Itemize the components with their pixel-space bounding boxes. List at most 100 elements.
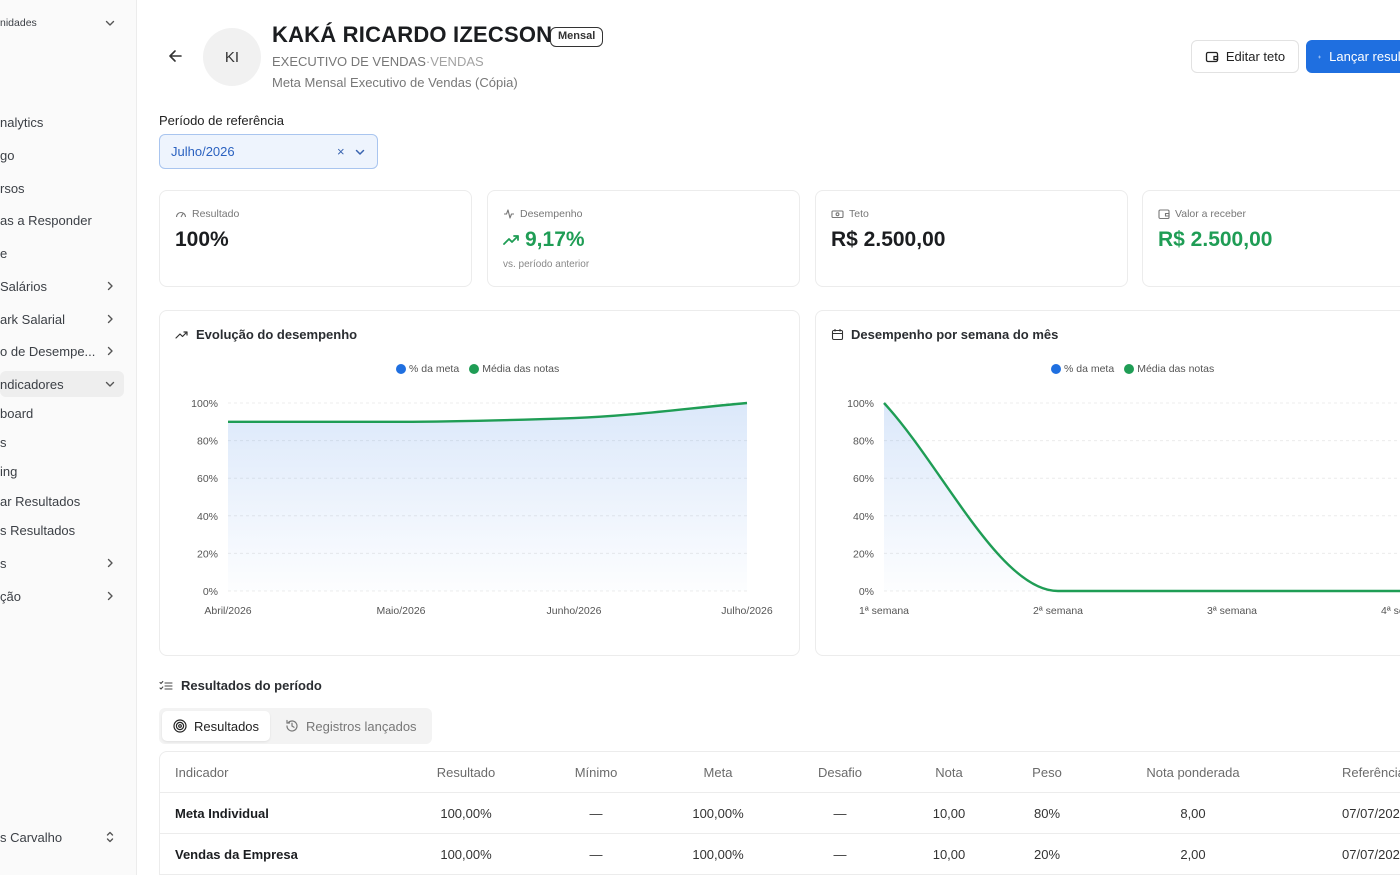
sidebar-item[interactable]: s bbox=[0, 429, 124, 455]
evolution-legend: % da meta Média das notas bbox=[396, 363, 559, 375]
sidebar-item[interactable]: ing bbox=[0, 458, 124, 484]
sidebar-item[interactable]: go bbox=[0, 142, 124, 168]
wallet-icon bbox=[1205, 51, 1219, 62]
table-cell: 80% bbox=[1033, 806, 1061, 821]
banknote-icon bbox=[831, 210, 844, 219]
avatar: KI bbox=[203, 28, 261, 86]
column-header: Resultado bbox=[436, 765, 496, 780]
sidebar-item[interactable] bbox=[0, 45, 124, 71]
chevron-down-icon bbox=[103, 377, 117, 391]
column-header: Indicador bbox=[175, 765, 229, 780]
history-icon bbox=[286, 719, 298, 732]
x-tick-label: 1ª semana bbox=[859, 605, 909, 617]
sidebar: nidades nalytics go rsos as a Responder e Sal… bbox=[0, 0, 137, 875]
chevron-right-icon bbox=[103, 312, 117, 326]
table-cell: 07/07/2026 bbox=[1342, 847, 1400, 862]
performance-value: 9,17% bbox=[503, 228, 585, 252]
legend-label-meta: % da meta bbox=[409, 363, 460, 375]
sidebar-item[interactable]: Salários bbox=[0, 273, 124, 299]
sidebar-item[interactable]: s Resultados bbox=[0, 517, 124, 543]
table-cell: 100,00% bbox=[692, 806, 744, 821]
column-header: Mínimo bbox=[574, 765, 618, 780]
sidebar-item[interactable]: s bbox=[0, 550, 124, 576]
table-cell: 10,00 bbox=[932, 847, 966, 862]
receivable-card-label: Valor a receber bbox=[1158, 208, 1246, 220]
table-cell: 07/07/2026 bbox=[1342, 806, 1400, 821]
sidebar-item[interactable]: ar Resultados bbox=[0, 488, 124, 514]
y-tick-label: 80% bbox=[197, 436, 218, 448]
result-card-label: Resultado bbox=[175, 208, 239, 220]
column-header: Nota bbox=[935, 765, 963, 780]
table-cell: Meta Individual bbox=[175, 806, 269, 821]
sidebar-item[interactable]: ndicadores bbox=[0, 371, 124, 397]
sidebar-item-label: s Resultados bbox=[0, 522, 76, 538]
sidebar-item-label: ndicadores bbox=[0, 376, 64, 392]
legend-label-notas: Média das notas bbox=[482, 363, 560, 375]
sidebar-item[interactable]: o de Desempe... bbox=[0, 338, 124, 364]
sidebar-item[interactable]: rsos bbox=[0, 175, 124, 201]
role-label: EXECUTIVO DE VENDAS bbox=[272, 54, 426, 69]
y-tick-label: 40% bbox=[853, 511, 874, 523]
employee-role: EXECUTIVO DE VENDAS·VENDAS bbox=[272, 54, 484, 69]
period-value: Julho/2026 bbox=[171, 144, 235, 159]
y-tick-label: 80% bbox=[853, 436, 874, 448]
table-cell: 2,00 bbox=[1180, 847, 1206, 862]
sidebar-item[interactable]: nalytics bbox=[0, 109, 124, 135]
back-arrow-icon[interactable] bbox=[166, 46, 186, 66]
sidebar-item[interactable]: nidades bbox=[0, 10, 124, 36]
sidebar-item-label: ark Salarial bbox=[0, 311, 66, 327]
legend-item-meta[interactable]: % da meta bbox=[396, 363, 459, 375]
sidebar-item-label: nidades bbox=[0, 17, 37, 29]
sidebar-item-label: as a Responder bbox=[0, 212, 92, 228]
table-row[interactable]: Vendas da Empresa 100,00% — 100,00% — 10,00 20… bbox=[160, 834, 1400, 874]
sidebar-item-label: o de Desempe... bbox=[0, 343, 96, 359]
tab-results[interactable]: Resultados bbox=[162, 711, 271, 741]
table-cell: 10,00 bbox=[932, 806, 966, 821]
column-header: Referência bbox=[1342, 765, 1400, 780]
sidebar-item[interactable]: ção bbox=[0, 583, 124, 609]
x-tick-label: 4ª semana bbox=[1381, 605, 1400, 617]
tab-records-label: Registros lançados bbox=[306, 718, 417, 734]
series-area-meta bbox=[884, 403, 1400, 591]
chevron-down-icon[interactable] bbox=[353, 145, 367, 159]
sidebar-item[interactable]: e bbox=[0, 240, 124, 266]
edit-ceiling-button[interactable]: Editar teto bbox=[1191, 40, 1299, 73]
sidebar-item[interactable]: as a Responder bbox=[0, 207, 124, 233]
x-tick-label: Maio/2026 bbox=[376, 605, 425, 617]
clear-period-icon[interactable]: × bbox=[337, 144, 345, 159]
ceiling-card-label: Teto bbox=[831, 208, 869, 220]
x-tick-label: 3ª semana bbox=[1207, 605, 1257, 617]
edit-ceiling-label: Editar teto bbox=[1225, 49, 1286, 64]
employee-name: KAKÁ RICARDO IZECSON bbox=[272, 22, 553, 47]
results-tabs: Resultados Registros lançados bbox=[159, 708, 432, 744]
table-cell: 100,00% bbox=[440, 806, 492, 821]
table-cell: 100,00% bbox=[440, 847, 492, 862]
legend-item-notas[interactable]: Média das notas bbox=[1124, 363, 1214, 375]
result-label-text: Resultado bbox=[192, 208, 240, 220]
tab-records[interactable]: Registros lançados bbox=[274, 711, 428, 741]
results-section-title: Resultados do período bbox=[159, 678, 322, 693]
series-line-notas bbox=[228, 401, 748, 423]
table-row[interactable]: Meta Individual 100,00% — 100,00% — 10,00 80% 8… bbox=[160, 793, 1400, 834]
evolution-chart-title: Evolução do desempenho bbox=[175, 327, 357, 342]
table-cell: 100,00% bbox=[692, 847, 744, 862]
sidebar-item[interactable]: board bbox=[0, 400, 124, 426]
sidebar-item[interactable]: ark Salarial bbox=[0, 306, 124, 332]
table-header-row: Indicador Resultado Mínimo Meta Desafio Nota P… bbox=[160, 752, 1400, 793]
receivable-card: Valor a receber R$ 2.500,00 bbox=[1142, 190, 1400, 287]
launch-result-button[interactable]: Lançar resultado bbox=[1306, 40, 1400, 73]
legend-item-notas[interactable]: Média das notas bbox=[469, 363, 559, 375]
chevron-right-icon bbox=[103, 279, 117, 293]
period-select[interactable]: Julho/2026 × bbox=[159, 134, 378, 169]
chevrons-up-down-icon bbox=[103, 830, 117, 844]
y-tick-label: 100% bbox=[847, 398, 874, 410]
department-label: VENDAS bbox=[430, 54, 484, 69]
period-label: Período de referência bbox=[159, 113, 285, 128]
user-menu[interactable]: s Carvalho bbox=[0, 824, 124, 850]
legend-item-meta[interactable]: % da meta bbox=[1051, 363, 1114, 375]
launch-result-label: Lançar resultado bbox=[1329, 49, 1400, 64]
table-cell: — bbox=[833, 806, 847, 821]
sidebar-item-label: s bbox=[0, 555, 7, 571]
column-header: Nota ponderada bbox=[1146, 765, 1240, 780]
result-card: Resultado 100% bbox=[159, 190, 472, 287]
